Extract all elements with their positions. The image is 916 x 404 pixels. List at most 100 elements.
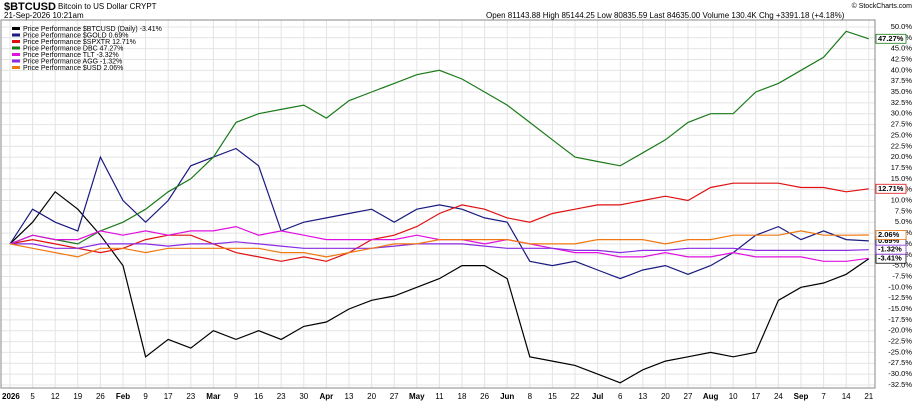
x-tick-label: 8 [528,392,533,401]
x-tick-label: 22 [571,392,580,401]
x-tick-label: 26 [480,392,489,401]
x-tick-label: 23 [277,392,286,401]
x-tick-label: 2026 [2,392,20,401]
quote: Open 81143.88 High 85144.25 Low 80835.59… [486,11,845,20]
y-tick-label: -5.0% [892,261,912,270]
x-tick-label: 17 [164,392,173,401]
x-tick-label: 20 [661,392,670,401]
x-tick-label: Mar [206,392,220,401]
x-tick-label: 24 [774,392,783,401]
end-label-box [875,33,907,44]
end-label: 2.06% [878,230,900,239]
x-tick-label: 5 [30,392,35,401]
y-tick-label: 25.0% [891,130,913,139]
chart-date: 21-Sep-2026 10:21am [4,11,84,20]
y-tick-label: 42.5% [891,54,913,63]
x-tick-label: 19 [73,392,82,401]
x-tick-label: 7 [821,392,826,401]
y-tick-label: 50.0% [891,22,913,31]
x-tick-label: 18 [458,392,467,401]
y-tick-label: -15.0% [888,304,912,313]
x-tick-label: 13 [345,392,354,401]
x-tick-label: 27 [684,392,693,401]
plot-frame [0,19,876,389]
y-tick-label: 40.0% [891,65,913,74]
series-line [9,182,869,262]
end-label-box [875,230,907,240]
y-tick-label: -22.5% [888,337,912,346]
x-tick-label: 30 [299,392,308,401]
x-tick-label: 17 [751,392,760,401]
x-tick-label: 12 [51,392,60,401]
legend-swatch [12,59,20,63]
end-label-box [875,183,907,194]
x-tick-label: May [409,392,425,401]
x-tick-label: 20 [367,392,376,401]
x-tick-label: 10 [729,392,738,401]
x-tick-label: Jun [500,392,514,401]
legend-entry: Price Performance $BTCUSD (Daily) -3.41% [23,26,162,33]
y-tick-label: -10.0% [888,282,912,291]
y-tick-label: -25.0% [888,347,912,356]
x-tick-label: Aug [703,392,719,401]
legend-entry: Price Performance TLT -3.32% [23,52,119,59]
series-line [9,147,869,280]
y-tick-label: 15.0% [891,174,913,183]
end-label-box [875,244,907,255]
x-tick-label: 21 [864,392,873,401]
x-tick-label: Jul [592,392,604,401]
y-tick-label: 22.5% [891,141,913,150]
x-tick-label: 27 [390,392,399,401]
legend-swatch [12,40,20,43]
y-tick-label: 37.5% [891,76,913,85]
legend-entry: Price Performance $USD 2.06% [23,65,123,72]
end-label: 12.71% [878,184,904,193]
y-tick-label: -17.5% [888,315,912,324]
chart-title: $BTCUSD [4,1,56,13]
x-tick-label: Feb [116,392,130,401]
legend-swatch [12,53,20,56]
x-tick-label: 9 [234,392,239,401]
x-tick-label: 9 [143,392,148,401]
y-tick-label: 7.5% [895,206,912,215]
legend-entry: Price Performance AGG -1.32% [23,58,122,65]
legend-entry: Price Performance $GOLD 0.69% [23,32,128,39]
y-tick-label: -20.0% [888,326,912,335]
legend-swatch [12,33,20,37]
chart-subtitle: Bitcoin to US Dollar CRYPT [58,2,157,11]
y-tick-label: 30.0% [891,109,913,118]
x-tick-label: 11 [435,392,444,401]
x-tick-label: 6 [618,392,623,401]
series-line [10,241,869,254]
y-tick-label: 17.5% [891,163,913,172]
series-line [9,230,869,258]
end-label: -3.41% [878,254,902,263]
x-tick-label: 16 [254,392,263,401]
y-tick-label: 10.0% [891,196,913,205]
x-tick-label: 15 [548,392,557,401]
end-label: 0.69% [878,236,900,245]
y-tick-label: -27.5% [888,358,912,367]
x-tick-label: 23 [186,392,195,401]
x-tick-label: 26 [96,392,105,401]
legend-swatch [12,46,20,50]
x-tick-label: Sep [794,392,809,401]
x-tick-label: Apr [320,392,334,401]
legend-entry: Price Performance DBC 47.27% [23,45,123,52]
end-label: 47.27% [878,34,904,43]
x-tick-label: 13 [638,392,647,401]
y-tick-label: 5.0% [895,217,912,226]
y-tick-label: -30.0% [888,369,912,378]
y-tick-label: 45.0% [891,44,913,53]
copyright: © StockCharts.com [852,2,913,10]
y-tick-label: 27.5% [891,120,913,129]
y-tick-label: 20.0% [891,152,913,161]
y-tick-label: -32.5% [888,380,912,389]
y-tick-label: 32.5% [891,98,913,107]
x-tick-label: 14 [842,392,851,401]
y-tick-label: 35.0% [891,87,913,96]
legend-swatch [12,27,20,30]
